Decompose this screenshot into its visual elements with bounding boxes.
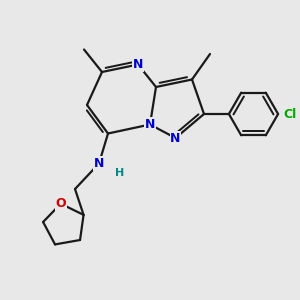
Text: N: N [170,131,181,145]
Text: Cl: Cl [284,107,297,121]
Text: N: N [94,157,104,170]
Text: O: O [56,197,66,210]
Text: N: N [145,118,155,131]
Text: N: N [133,58,143,71]
Text: H: H [116,167,124,178]
